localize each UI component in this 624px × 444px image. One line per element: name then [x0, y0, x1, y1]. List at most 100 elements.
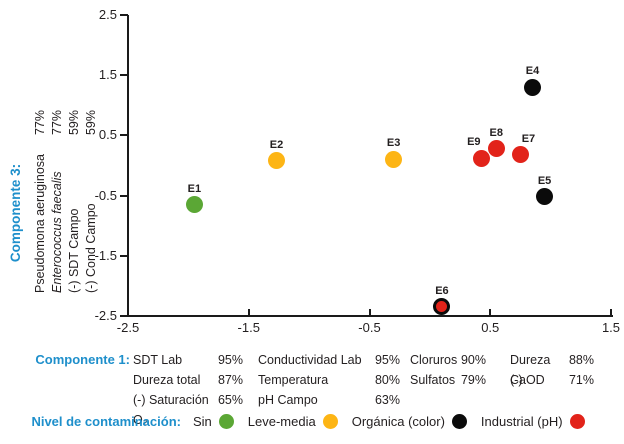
data-point-E3	[385, 150, 403, 168]
parameter-name: Sulfatos	[410, 373, 456, 387]
data-point-E5	[536, 188, 554, 206]
legend-color-dot-icon	[569, 414, 585, 429]
component1-item: (-) Saturación O₂ 65%	[133, 390, 243, 427]
parameter-name: Conductividad Lab	[258, 353, 362, 367]
y-tick-label: 1.5	[98, 67, 117, 83]
y-tick	[120, 254, 128, 257]
x-axis-line	[127, 315, 613, 317]
component1-item: Dureza total 87%	[133, 370, 243, 390]
y-tick-label: 2.5	[98, 7, 117, 22]
legend-color-dot-icon	[322, 414, 338, 429]
parameter-value: 88%	[568, 353, 594, 367]
y-tick	[120, 74, 128, 77]
y-tick-label: -0.5	[94, 187, 117, 203]
data-point-label-E7: E7	[521, 132, 536, 145]
loading-3: (-) SDT Campo 59%	[67, 110, 82, 293]
loading-value: 59%	[84, 110, 98, 136]
data-point-label-E9: E9	[467, 136, 481, 149]
y-tick-label: -2.5	[94, 308, 117, 323]
data-point-E2	[268, 152, 286, 170]
x-tick	[368, 309, 371, 316]
y-tick-label: -1.5	[94, 247, 117, 263]
y-tick	[120, 315, 128, 317]
parameter-value: 79%	[460, 373, 486, 387]
data-point-E1	[185, 196, 203, 214]
component1-column-4: Dureza Ca 88% (-) OD 71%	[510, 350, 594, 390]
parameter-value: 63%	[374, 393, 400, 407]
legend-color-dot-icon	[218, 414, 234, 429]
parameter-value: 90%	[460, 353, 486, 367]
x-tick-label: -1.5	[237, 320, 260, 335]
legend-color-dot-icon	[451, 414, 467, 429]
y-tick	[120, 194, 128, 197]
component1-column-3: Cloruros 90% Sulfatos 79%	[410, 350, 486, 390]
component1-item: SDT Lab 95%	[133, 350, 243, 370]
component1-item: Dureza Ca 88%	[510, 350, 594, 387]
parameter-name: (-) OD	[510, 373, 545, 387]
data-point-E9	[473, 149, 491, 167]
parameter-name: SDT Lab	[133, 353, 183, 367]
component1-column-2: Conductividad Lab 95% Temperatura 80% pH Cam…	[258, 350, 400, 410]
x-tick	[610, 309, 612, 316]
loading-name: (-) SDT Campo	[67, 208, 81, 293]
parameter-name: Cloruros	[410, 353, 458, 367]
component1-item: Cloruros 90%	[410, 350, 486, 370]
x-axis-title: Componente 1:	[35, 352, 130, 367]
x-tick-label: 1.5	[601, 320, 621, 335]
x-tick	[247, 309, 250, 316]
y-tick	[120, 14, 128, 16]
component1-item: (-) OD 71%	[510, 370, 594, 390]
y-axis-title: Componente 3:	[8, 163, 23, 263]
y-tick-label: 0.5	[98, 127, 117, 143]
data-point-label-E4: E4	[525, 65, 540, 78]
legend-item-4: Industrial (pH)	[481, 414, 593, 429]
component1-item: Conductividad Lab 95%	[258, 350, 400, 370]
parameter-name: Dureza total	[133, 373, 201, 387]
parameter-value: 80%	[374, 373, 400, 387]
loading-name: Pseudomona aeruginosa	[33, 154, 47, 293]
data-point-label-E6: E6	[435, 284, 449, 297]
data-point-label-E3: E3	[386, 137, 401, 150]
parameter-value: 87%	[217, 373, 243, 387]
legend-item-label: Sin	[192, 414, 212, 429]
loading-name: (-) Cond Campo	[84, 203, 98, 293]
component1-item: pH Campo 63%	[258, 390, 400, 410]
component1-item: Temperatura 80%	[258, 370, 400, 390]
parameter-name: Temperatura	[258, 373, 329, 387]
parameter-value: 95%	[217, 353, 243, 367]
y-axis-line	[127, 15, 129, 317]
legend-item-2: Leve-media	[248, 414, 346, 429]
legend-item-label: Orgánica (color)	[351, 414, 445, 429]
parameter-value: 65%	[217, 393, 243, 407]
x-tick-label: -2.5	[116, 320, 140, 335]
y-tick	[120, 134, 128, 137]
parameter-name: Dureza Ca	[510, 353, 551, 387]
data-point-label-E1: E1	[187, 182, 202, 195]
loading-value: 77%	[50, 110, 64, 136]
x-tick-label: 0.5	[481, 320, 500, 335]
loading-value: 59%	[67, 110, 81, 136]
legend-item-1: Sin	[193, 414, 242, 429]
data-point-E4	[524, 78, 541, 96]
data-point-label-E5: E5	[537, 174, 552, 187]
legend-item-label: Industrial (pH)	[480, 414, 563, 429]
parameter-name: (-) Saturación O₂	[133, 393, 209, 427]
legend-items: Sin Leve-media Orgánica (color) Industrial …	[187, 414, 593, 429]
loading-4: (-) Cond Campo 59%	[84, 110, 99, 293]
data-point-label-E2: E2	[269, 138, 284, 151]
x-tick	[489, 309, 492, 316]
data-point-label-E8: E8	[489, 126, 504, 139]
component1-item: Sulfatos 79%	[410, 370, 486, 390]
legend: Nivel de contaminación: Sin Leve-media Org…	[0, 414, 624, 429]
parameter-value: 95%	[374, 353, 400, 367]
legend-title: Nivel de contaminación:	[31, 414, 181, 429]
loading-name: Enterococcus faecalis	[50, 171, 64, 293]
loading-1: Pseudomona aeruginosa 77%	[33, 110, 48, 293]
x-tick-label: -0.5	[358, 320, 381, 335]
component1-column-1: SDT Lab 95% Dureza total 87% (-) Saturación …	[133, 350, 243, 427]
parameter-name: pH Campo	[258, 393, 318, 407]
x-tick	[127, 309, 129, 316]
data-point-E6	[433, 298, 451, 316]
parameter-value: 71%	[568, 373, 594, 387]
